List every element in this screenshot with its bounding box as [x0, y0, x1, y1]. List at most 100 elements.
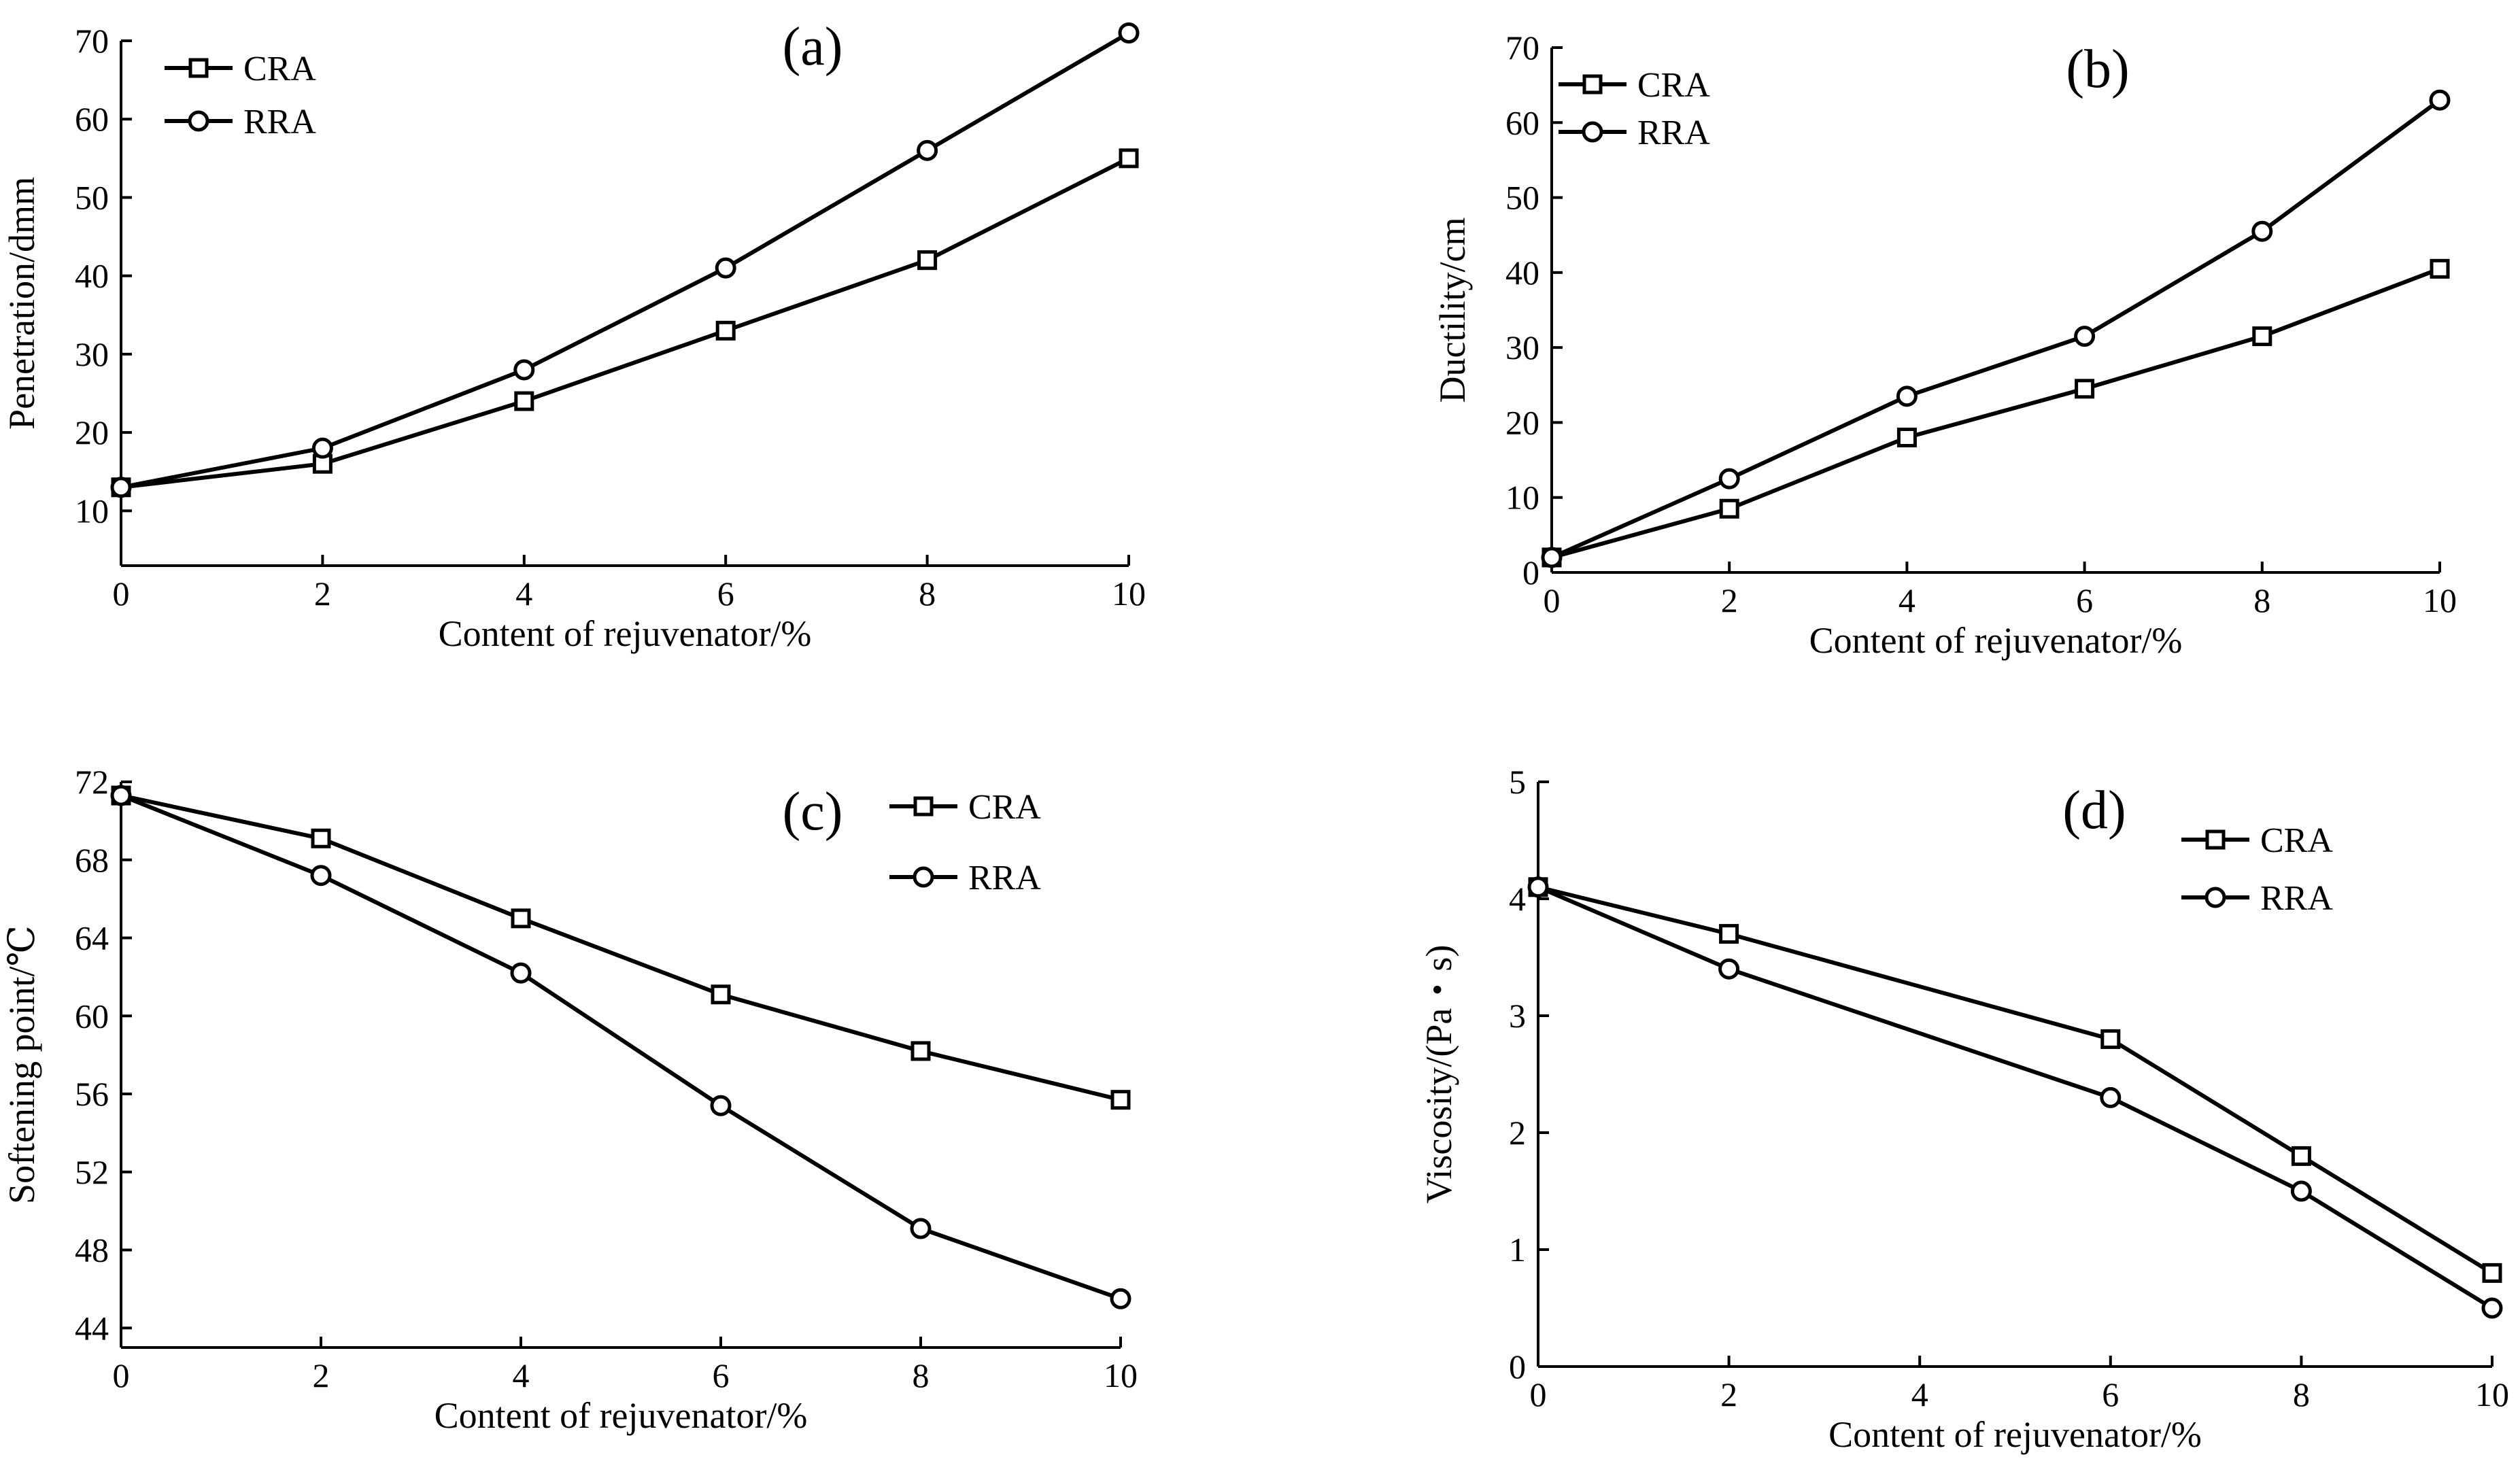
- legend-label: CRA: [968, 788, 1041, 827]
- x-tick-label: 6: [2076, 581, 2093, 619]
- x-tick-label: 2: [1720, 1375, 1737, 1413]
- data-point-cra: [711, 984, 731, 1005]
- x-tick-label: 10: [1104, 1356, 1138, 1394]
- data-point-cra: [2291, 1146, 2311, 1166]
- y-tick-label: 4: [1509, 880, 1526, 918]
- legend-marker: [188, 58, 209, 78]
- y-tick-label: 50: [75, 178, 109, 216]
- series-line-rra: [1537, 885, 2493, 1310]
- data-point-rra: [2481, 1297, 2503, 1319]
- series-cra: [1528, 877, 2502, 1283]
- x-tick-label: 10: [2475, 1375, 2509, 1413]
- data-point-rra: [1527, 876, 1549, 898]
- y-tick-label: 0: [1509, 1348, 1526, 1386]
- legend-label: CRA: [2260, 821, 2333, 860]
- y-tick-label: 2: [1509, 1114, 1526, 1152]
- legend-marker: [2204, 887, 2226, 908]
- y-tick-label: 70: [1505, 29, 1539, 67]
- data-point-cra: [2252, 326, 2272, 347]
- series-line-cra: [1551, 267, 2441, 560]
- data-point-rra: [1896, 385, 1918, 407]
- y-tick-label: 60: [75, 100, 109, 138]
- y-tick-label: 30: [1505, 328, 1539, 366]
- data-point-rra: [311, 437, 333, 459]
- data-point-rra: [1118, 22, 1140, 44]
- x-axis-title: Content of rejuvenator/%: [439, 613, 812, 654]
- series-line-rra: [120, 31, 1130, 490]
- y-tick-label: 50: [1505, 179, 1539, 217]
- data-point-rra: [2100, 1086, 2122, 1108]
- x-tick-label: 4: [1911, 1375, 1928, 1413]
- legend-marker: [1582, 121, 1603, 143]
- y-tick-label: 30: [75, 335, 109, 373]
- data-point-rra: [2290, 1180, 2312, 1202]
- data-point-rra: [510, 962, 532, 984]
- data-point-cra: [715, 320, 736, 341]
- y-tick-label: 20: [1505, 403, 1539, 441]
- data-point-rra: [110, 785, 132, 806]
- data-point-cra: [910, 1041, 931, 1061]
- legend-label: RRA: [1637, 114, 1710, 152]
- panel-label: (a): [783, 17, 843, 77]
- x-tick-label: 0: [1544, 581, 1561, 619]
- data-point-cra: [511, 908, 531, 929]
- series-rra: [110, 22, 1140, 498]
- y-tick-label: 40: [1505, 254, 1539, 292]
- x-tick-label: 4: [515, 574, 532, 613]
- data-point-cra: [1719, 924, 1739, 944]
- legend-label: CRA: [1637, 66, 1710, 105]
- series-rra: [110, 785, 1131, 1309]
- y-axis-title: Viscosity/(Pa・s): [1418, 945, 1459, 1204]
- y-tick-label: 68: [75, 841, 109, 879]
- series-rra: [1527, 876, 2503, 1319]
- legend-entry-rra: RRA: [1559, 114, 1710, 152]
- y-tick-label: 64: [75, 919, 109, 957]
- legend-label: RRA: [2260, 879, 2333, 918]
- series-line-cra: [120, 793, 1121, 1102]
- legend-entry-rra: RRA: [2181, 879, 2333, 918]
- data-point-cra: [1110, 1090, 1131, 1110]
- series-cra: [1542, 258, 2450, 568]
- data-point-cra: [917, 250, 938, 271]
- x-axis-title: Content of rejuvenator/%: [435, 1395, 808, 1436]
- series-line-rra: [1550, 98, 2441, 560]
- data-point-cra: [2100, 1029, 2121, 1049]
- x-tick-label: 6: [2102, 1375, 2119, 1413]
- chart-panel-b: 0 2 4 6 8 10 0 10 20 30 40 50 60 70 Content of rejuven…: [1432, 29, 2457, 661]
- series-cra: [111, 148, 1139, 498]
- x-tick-label: 0: [113, 574, 130, 613]
- y-tick-label: 5: [1509, 763, 1526, 801]
- data-point-cra: [2430, 258, 2450, 279]
- legend-label: RRA: [243, 103, 316, 141]
- y-tick-label: 10: [75, 492, 109, 530]
- y-tick-label: 10: [1505, 479, 1539, 517]
- x-tick-label: 2: [1721, 581, 1738, 619]
- series-line-cra: [1537, 885, 2493, 1275]
- legend-entry-cra: CRA: [165, 50, 316, 88]
- x-tick-label: 0: [113, 1356, 130, 1394]
- data-point-cra: [1896, 427, 1917, 447]
- data-point-cra: [311, 828, 331, 848]
- y-tick-label: 1: [1509, 1231, 1526, 1269]
- data-point-rra: [1718, 958, 1740, 980]
- x-tick-label: 4: [1898, 581, 1915, 619]
- y-tick-label: 40: [75, 257, 109, 295]
- panel-label: (d): [2062, 780, 2126, 840]
- panel-label: (c): [783, 782, 843, 842]
- series-cra: [111, 785, 1131, 1110]
- y-axis-title: Penetration/dmm: [1, 177, 42, 430]
- x-tick-label: 2: [314, 574, 331, 613]
- y-tick-label: 44: [75, 1309, 109, 1347]
- series-rra: [1541, 89, 2451, 568]
- legend-entry-cra: CRA: [889, 788, 1041, 827]
- x-axis-title: Content of rejuvenator/%: [1809, 620, 2183, 661]
- y-tick-label: 20: [75, 413, 109, 451]
- data-point-rra: [715, 257, 736, 279]
- x-tick-label: 10: [2423, 581, 2457, 619]
- x-tick-label: 6: [713, 1356, 730, 1394]
- data-point-rra: [2251, 220, 2273, 242]
- legend-marker: [913, 866, 934, 888]
- series-line-rra: [120, 793, 1121, 1301]
- x-tick-label: 8: [2253, 581, 2270, 619]
